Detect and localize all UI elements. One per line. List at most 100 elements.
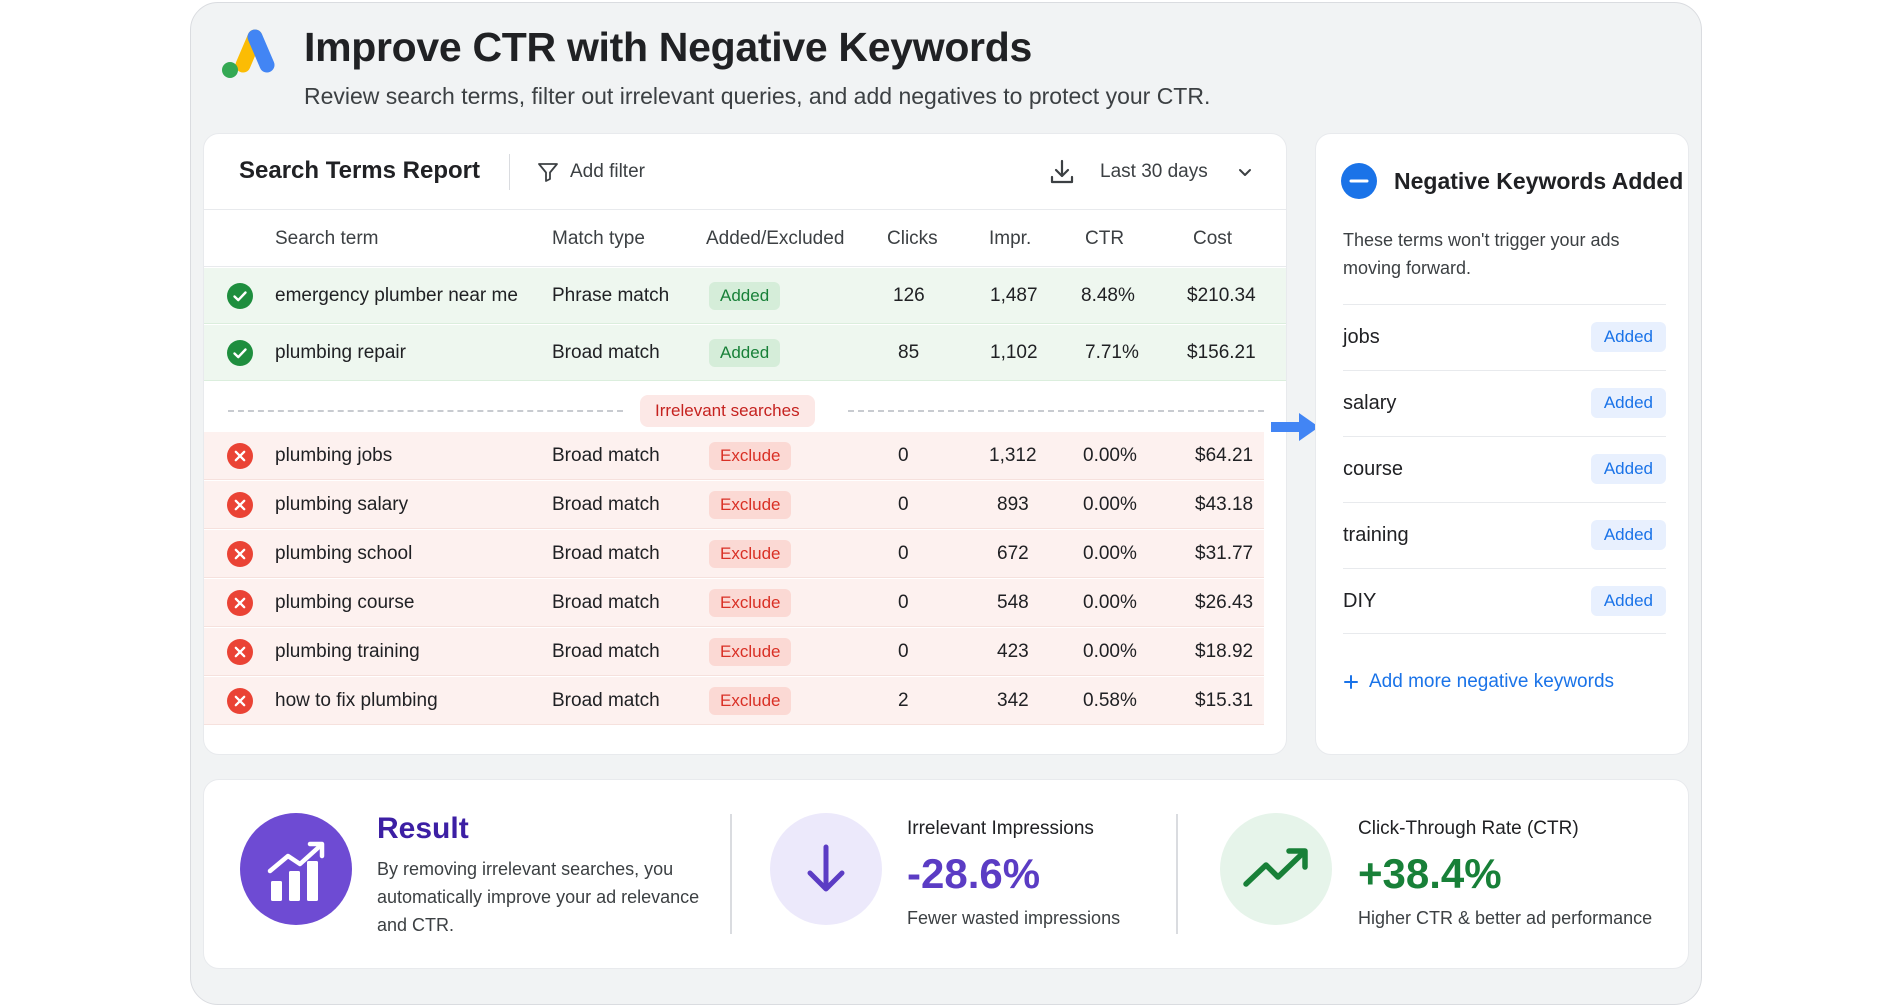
negative-keyword-term: jobs: [1343, 326, 1380, 348]
table-row[interactable]: plumbing school Broad match Exclude 0 67…: [204, 530, 1264, 578]
toolbar-divider: [509, 154, 510, 190]
negative-keywords-list: jobs Added salary Added course Added tra…: [1343, 304, 1666, 634]
search-term: plumbing salary: [275, 494, 409, 515]
added-badge: Added: [1590, 520, 1666, 550]
impressions-value: 423: [997, 641, 1029, 662]
result-badge: [240, 813, 352, 925]
ctr-value: 0.00%: [1083, 641, 1137, 662]
column-header-match-type[interactable]: Match type: [552, 228, 645, 249]
table-row[interactable]: plumbing jobs Broad match Exclude 0 1,31…: [204, 432, 1264, 480]
add-more-label: Add more negative keywords: [1369, 671, 1615, 692]
add-more-negative-keywords-link[interactable]: Add more negative keywords: [1343, 671, 1614, 693]
table-row[interactable]: emergency plumber near me Phrase match A…: [204, 268, 1286, 324]
search-term: plumbing jobs: [275, 445, 393, 466]
ctr-value: 0.00%: [1083, 592, 1137, 613]
impressions-value: 672: [997, 543, 1029, 564]
add-filter-button[interactable]: Add filter: [536, 156, 645, 188]
ctr-stat-value: +38.4%: [1358, 850, 1502, 897]
cost-value: $43.18: [1195, 494, 1254, 515]
match-type: Broad match: [552, 445, 660, 466]
match-type: Phrase match: [552, 285, 670, 306]
status-badge: Exclude: [709, 589, 792, 617]
table-row[interactable]: plumbing repair Broad match Added 85 1,1…: [204, 325, 1286, 381]
cost-value: $18.92: [1195, 641, 1254, 662]
status-badge: Exclude: [709, 638, 792, 666]
match-type: Broad match: [552, 690, 660, 711]
results-divider: [730, 814, 732, 934]
added-badge: Added: [1590, 586, 1666, 616]
impressions-stat-label: Irrelevant Impressions: [907, 818, 1094, 839]
column-header-ctr[interactable]: CTR: [1085, 228, 1125, 249]
table-row[interactable]: plumbing course Broad match Exclude 0 54…: [204, 579, 1264, 627]
match-type: Broad match: [552, 592, 660, 613]
ctr-value: 7.71%: [1085, 342, 1139, 363]
status-badge: Exclude: [709, 491, 792, 519]
column-header-clicks[interactable]: Clicks: [887, 228, 938, 249]
impressions-value: 342: [997, 690, 1029, 711]
match-type: Broad match: [552, 543, 660, 564]
search-terms-report: Search Terms Report Add filter Last 30 d…: [203, 133, 1287, 755]
ctr-value: 0.00%: [1083, 494, 1137, 515]
page-title: Improve CTR with Negative Keywords: [304, 24, 1032, 70]
negative-keyword-item[interactable]: course Added: [1343, 436, 1666, 502]
irrelevant-separator: Irrelevant searches: [228, 391, 1264, 431]
column-header-search-term[interactable]: Search term: [275, 228, 379, 249]
search-term: emergency plumber near me: [275, 285, 518, 306]
status-badge: Exclude: [709, 687, 792, 715]
negative-keyword-item[interactable]: training Added: [1343, 502, 1666, 568]
search-term: plumbing school: [275, 543, 413, 564]
result-title: Result: [377, 812, 469, 845]
separator-line: [848, 410, 1264, 412]
search-term: plumbing training: [275, 641, 420, 662]
cost-value: $210.34: [1187, 285, 1256, 306]
search-term: how to fix plumbing: [275, 690, 438, 711]
impressions-stat-badge: [770, 813, 882, 925]
minus-circle-icon: [1341, 163, 1377, 199]
ctr-value: 0.58%: [1083, 690, 1137, 711]
negative-keyword-item[interactable]: salary Added: [1343, 370, 1666, 436]
download-icon[interactable]: [1046, 156, 1078, 188]
negative-keywords-title: Negative Keywords Added: [1394, 168, 1684, 194]
cost-value: $15.31: [1195, 690, 1254, 711]
cost-value: $156.21: [1187, 342, 1256, 363]
cost-value: $31.77: [1195, 543, 1254, 564]
table-row[interactable]: plumbing salary Broad match Exclude 0 89…: [204, 481, 1264, 529]
date-range-value: Last 30 days: [1100, 161, 1208, 182]
table-row[interactable]: how to fix plumbing Broad match Exclude …: [204, 677, 1264, 725]
results-divider: [1176, 814, 1178, 934]
clicks-value: 85: [898, 342, 920, 363]
report-toolbar: Search Terms Report Add filter Last 30 d…: [204, 134, 1286, 210]
separator-line: [228, 410, 623, 412]
status-badge: Added: [709, 339, 781, 367]
impressions-value: 548: [997, 592, 1029, 613]
x-circle-icon: [227, 688, 253, 714]
match-type: Broad match: [552, 641, 660, 662]
cost-value: $64.21: [1195, 445, 1254, 466]
column-header-impressions[interactable]: Impr.: [989, 228, 1032, 249]
status-badge: Exclude: [709, 442, 792, 470]
negative-keywords-panel: Negative Keywords Added These terms won'…: [1315, 133, 1689, 755]
table-header: Search term Match type Added/Excluded Cl…: [204, 211, 1286, 267]
x-circle-icon: [227, 590, 253, 616]
search-term: plumbing repair: [275, 342, 406, 363]
negative-keyword-term: training: [1343, 524, 1409, 546]
ctr-stat-subtext: Higher CTR & better ad performance: [1358, 908, 1653, 928]
negative-keyword-item[interactable]: jobs Added: [1343, 304, 1666, 370]
date-range-select[interactable]: Last 30 days: [1100, 156, 1254, 188]
match-type: Broad match: [552, 494, 660, 515]
match-type: Broad match: [552, 342, 660, 363]
report-title: Search Terms Report: [239, 157, 480, 184]
google-ads-logo: [222, 29, 275, 78]
column-header-cost[interactable]: Cost: [1193, 228, 1233, 249]
bar-chart-growth-icon: [267, 841, 325, 901]
ctr-stat-badge: [1220, 813, 1332, 925]
clicks-value: 0: [898, 641, 909, 662]
x-circle-icon: [227, 492, 253, 518]
negative-keyword-item[interactable]: DIY Added: [1343, 568, 1666, 634]
table-row[interactable]: plumbing training Broad match Exclude 0 …: [204, 628, 1264, 676]
column-header-added-excluded[interactable]: Added/Excluded: [706, 228, 845, 249]
impressions-value: 1,102: [990, 342, 1038, 363]
clicks-value: 0: [898, 445, 909, 466]
impressions-value: 1,487: [990, 285, 1038, 306]
chevron-down-icon: [1238, 169, 1251, 176]
